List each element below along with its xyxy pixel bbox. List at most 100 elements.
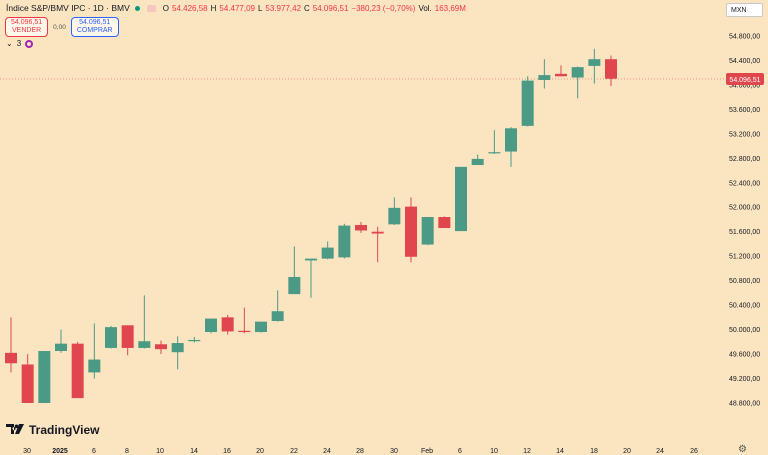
x-tick-label: 2025 — [52, 448, 68, 455]
candle[interactable] — [55, 329, 68, 353]
x-tick-label: 30 — [23, 448, 31, 455]
candle[interactable] — [321, 241, 334, 260]
candle[interactable] — [138, 295, 151, 349]
y-tick-label: 50.000,00 — [729, 327, 760, 334]
candles-group — [5, 48, 618, 403]
candle[interactable] — [421, 217, 434, 246]
gear-icon[interactable]: ⚙ — [738, 444, 747, 455]
candle[interactable] — [121, 325, 134, 356]
candle-body — [555, 73, 568, 77]
candle[interactable] — [338, 223, 351, 259]
low-label: L — [257, 3, 263, 13]
candle[interactable] — [555, 65, 568, 77]
candle-body — [421, 217, 434, 245]
candle[interactable] — [605, 55, 618, 87]
candle-body — [505, 128, 518, 152]
y-tick-label: 54.800,00 — [729, 33, 760, 40]
candle[interactable] — [571, 66, 584, 99]
candle[interactable] — [5, 317, 17, 373]
y-tick-label: 50.400,00 — [729, 303, 760, 310]
candle-body — [405, 206, 418, 257]
candle-body — [171, 343, 184, 353]
candle-body — [205, 318, 218, 333]
candle[interactable] — [438, 216, 451, 229]
candle[interactable] — [521, 76, 534, 127]
x-tick-label: Feb — [421, 448, 433, 455]
high-label: H — [210, 3, 217, 13]
candle[interactable] — [238, 307, 251, 334]
buy-button[interactable]: 54.096,51 COMPRAR — [70, 17, 119, 37]
candle-body — [605, 59, 618, 79]
symbol-title[interactable]: Índice S&P/BMV IPC · 1D · BMV — [6, 3, 130, 13]
x-tick-label: 14 — [190, 448, 198, 455]
y-tick-label: 50.800,00 — [729, 278, 760, 285]
x-axis: 30 2025 6 8 10 14 16 20 22 24 28 30 Feb 6 10 12 14 18 20 24… — [23, 448, 698, 455]
x-tick-label: 18 — [590, 448, 598, 455]
candle-body — [438, 217, 451, 229]
candle[interactable] — [255, 321, 268, 333]
candle[interactable] — [355, 221, 368, 233]
y-tick-label: 48.800,00 — [729, 401, 760, 408]
candle-body — [355, 224, 368, 231]
candle[interactable] — [88, 323, 101, 379]
candle[interactable] — [588, 48, 601, 84]
candle-body — [88, 359, 101, 373]
open-label: O — [162, 3, 169, 13]
tradingview-logo[interactable]: TradingView — [6, 423, 99, 437]
candle-body — [138, 341, 151, 348]
candle-body — [455, 166, 468, 232]
y-tick-label: 54.400,00 — [729, 58, 760, 65]
indicators-toggle[interactable]: ⌄ 3 — [6, 39, 34, 48]
x-tick-label: 28 — [356, 448, 364, 455]
candle-body — [55, 343, 68, 351]
visibility-icon[interactable] — [146, 4, 156, 12]
candle[interactable] — [405, 197, 418, 263]
candle[interactable] — [205, 318, 218, 334]
candle[interactable] — [171, 336, 184, 370]
sell-button[interactable]: 54.096,51 VENDER — [5, 17, 49, 37]
candle[interactable] — [71, 341, 84, 399]
x-tick-label: 30 — [390, 448, 398, 455]
chevron-down-icon: ⌄ — [6, 39, 13, 48]
y-tick-label: 53.200,00 — [729, 131, 760, 138]
candle[interactable] — [505, 127, 518, 167]
x-tick-label: 26 — [690, 448, 698, 455]
candle[interactable] — [288, 246, 301, 295]
candle[interactable] — [105, 325, 118, 349]
x-tick-label: 14 — [556, 448, 564, 455]
x-tick-label: 12 — [523, 448, 531, 455]
candle-body — [388, 207, 401, 225]
candle[interactable] — [271, 290, 284, 322]
chart-legend: Índice S&P/BMV IPC · 1D · BMV O 54.426,58… — [6, 3, 466, 13]
candle[interactable] — [488, 130, 501, 155]
candle-body — [371, 231, 384, 234]
candle-body — [321, 247, 334, 259]
x-tick-label: 20 — [256, 448, 264, 455]
brand-name: TradingView — [29, 423, 100, 437]
x-tick-label: 8 — [125, 448, 129, 455]
y-tick-label: 52.800,00 — [729, 156, 760, 163]
low-value: 53.977,42 — [265, 3, 302, 13]
candle[interactable] — [471, 154, 484, 166]
high-value: 54.477,09 — [219, 3, 255, 13]
candle-body — [221, 317, 234, 332]
currency-selector[interactable]: MXN — [726, 3, 763, 17]
candle-body — [188, 339, 201, 342]
candle[interactable] — [38, 350, 51, 403]
candle[interactable] — [21, 354, 34, 403]
candle-body — [571, 67, 584, 78]
candle[interactable] — [455, 166, 468, 232]
candle[interactable] — [155, 340, 168, 355]
candle-body — [238, 330, 251, 333]
candle[interactable] — [371, 226, 384, 263]
spread-value: 0,00 — [53, 23, 66, 31]
candle[interactable] — [305, 258, 318, 298]
candle[interactable] — [188, 336, 201, 343]
x-tick-label: 6 — [458, 448, 462, 455]
candle[interactable] — [388, 197, 401, 225]
x-tick-label: 6 — [92, 448, 96, 455]
candle-body — [21, 364, 34, 403]
candle[interactable] — [538, 59, 551, 89]
candle[interactable] — [221, 314, 234, 335]
